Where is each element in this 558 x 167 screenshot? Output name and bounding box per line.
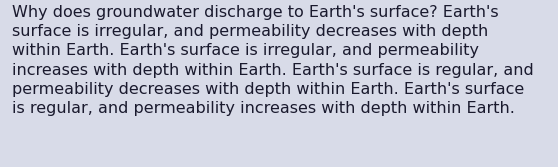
Text: Why does groundwater discharge to Earth's surface? Earth's
surface is irregular,: Why does groundwater discharge to Earth'… (12, 5, 534, 116)
